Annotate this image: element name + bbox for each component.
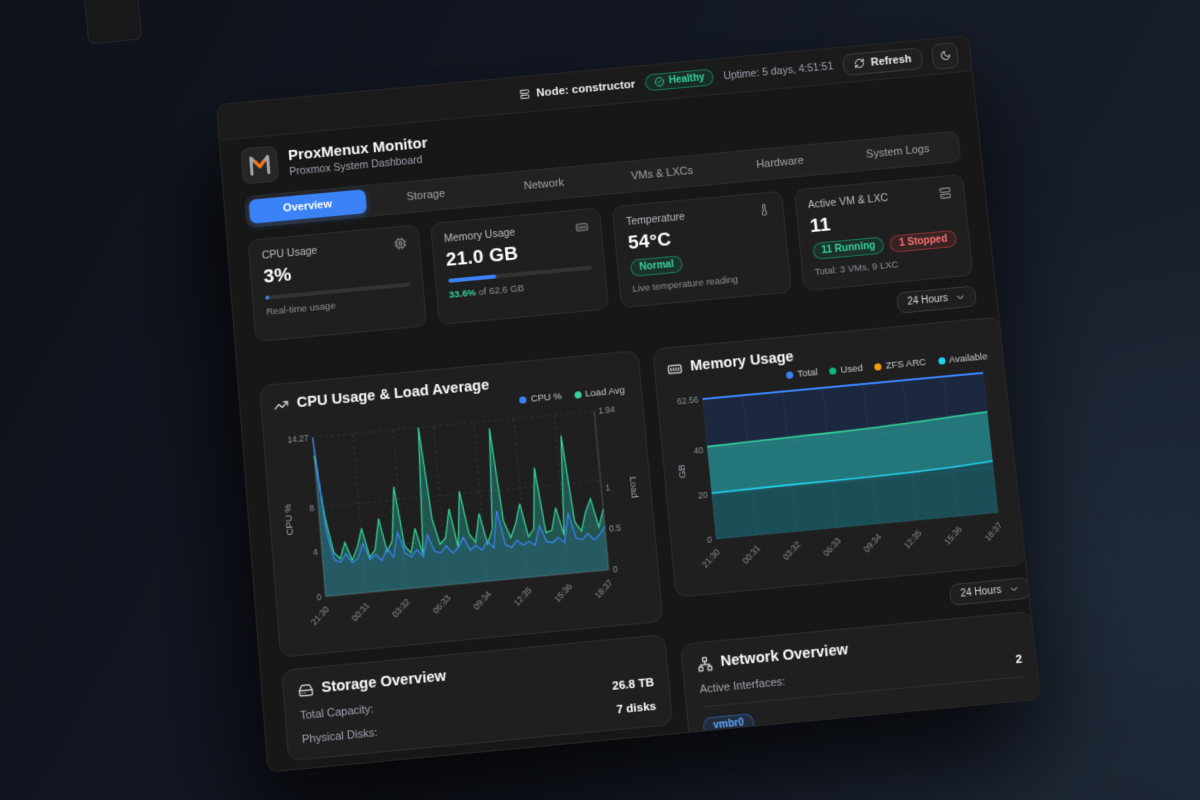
tab-system-logs[interactable]: System Logs bbox=[865, 143, 931, 161]
temperature-card: Temperature 54°C Normal Live temperature… bbox=[611, 190, 792, 309]
background-fragment bbox=[83, 0, 143, 45]
legend-dot bbox=[786, 371, 794, 379]
health-badge: Healthy bbox=[644, 68, 715, 92]
svg-text:03:32: 03:32 bbox=[781, 539, 803, 562]
memory-progress-fill bbox=[447, 274, 497, 283]
app-logo bbox=[240, 145, 280, 185]
svg-text:1.94: 1.94 bbox=[598, 404, 616, 416]
cpu-card-label: CPU Usage bbox=[261, 244, 318, 262]
vms-stopped-badge: 1 Stopped bbox=[889, 229, 958, 253]
refresh-button[interactable]: Refresh bbox=[842, 46, 924, 76]
cpu-progress-fill bbox=[265, 295, 270, 300]
memory-icon bbox=[575, 222, 588, 232]
network-overview-card: Network Overview Active Interfaces: 2 vm… bbox=[680, 610, 1041, 751]
svg-text:09:34: 09:34 bbox=[861, 531, 883, 554]
svg-text:0.5: 0.5 bbox=[609, 522, 622, 533]
node-label: Node: bbox=[535, 84, 570, 100]
svg-text:62.56: 62.56 bbox=[677, 394, 700, 406]
cpu-load-chart: 21:30 00:31 03:32 06:33 09:34 12:35 15:36 18:37… bbox=[276, 398, 650, 647]
stat-cards-row: CPU Usage 3% Real-time usage Memory Usag… bbox=[247, 173, 974, 343]
right-column: Memory Usage Total Used ZFS ARC Available 2… bbox=[652, 316, 1041, 751]
svg-text:CPU %: CPU % bbox=[282, 503, 296, 536]
tab-vms-lxcs[interactable]: VMs & LXCs bbox=[630, 164, 694, 183]
legend-item: Used bbox=[829, 363, 863, 377]
trending-up-icon bbox=[273, 396, 289, 413]
svg-text:09:34: 09:34 bbox=[471, 588, 493, 611]
svg-text:15:36: 15:36 bbox=[942, 524, 964, 547]
svg-text:06:33: 06:33 bbox=[821, 535, 843, 558]
uptime-text: Uptime: 5 days, 4:51:51 bbox=[722, 59, 834, 82]
node-indicator: Node: constructor bbox=[519, 78, 636, 100]
memory-chart-card: Memory Usage Total Used ZFS ARC Available 2… bbox=[652, 316, 1028, 598]
vms-running-badge: 11 Running bbox=[811, 236, 886, 261]
time-range-select[interactable]: 24 Hours bbox=[896, 285, 978, 314]
chevron-down-icon bbox=[1008, 583, 1020, 595]
svg-text:00:31: 00:31 bbox=[349, 600, 371, 623]
moon-icon bbox=[939, 50, 951, 62]
hard-drive-icon bbox=[298, 681, 314, 698]
network-card-title: Network Overview bbox=[719, 641, 849, 671]
vm-card-label: Active VM & LXC bbox=[807, 191, 889, 212]
network-icon bbox=[697, 655, 714, 672]
proxmenux-logo-icon bbox=[249, 155, 271, 176]
svg-text:12:35: 12:35 bbox=[511, 585, 533, 608]
svg-text:0: 0 bbox=[707, 534, 713, 545]
dashboard-window: Node: constructor Healthy Uptime: 5 days… bbox=[215, 34, 1041, 773]
memory-usage-card: Memory Usage 21.0 GB 33.6% of 62.6 GB bbox=[429, 207, 610, 326]
storage-overview-card: Storage Overview Total Capacity: 26.8 TB… bbox=[281, 633, 674, 762]
svg-text:4: 4 bbox=[313, 547, 319, 558]
memory-chart-icon bbox=[666, 360, 682, 377]
tab-overview[interactable]: Overview bbox=[248, 189, 367, 224]
active-vm-lxc-card: Active VM & LXC 11 11 Running 1 Stopped … bbox=[793, 173, 974, 292]
svg-text:GB: GB bbox=[676, 464, 688, 479]
svg-text:8: 8 bbox=[309, 502, 315, 513]
tab-hardware[interactable]: Hardware bbox=[755, 154, 805, 171]
svg-text:12:35: 12:35 bbox=[902, 527, 924, 550]
thermometer-icon bbox=[760, 203, 767, 216]
svg-text:0: 0 bbox=[612, 564, 618, 575]
left-column: CPU Usage & Load Average CPU % Load Avg 2… bbox=[258, 350, 674, 762]
svg-text:40: 40 bbox=[693, 445, 704, 456]
storage-card-title: Storage Overview bbox=[320, 668, 447, 697]
svg-text:20: 20 bbox=[698, 489, 709, 500]
svg-text:15:36: 15:36 bbox=[552, 581, 574, 604]
interface-badge: vmbr0 bbox=[702, 713, 755, 736]
svg-text:21:30: 21:30 bbox=[309, 604, 331, 627]
svg-text:06:33: 06:33 bbox=[430, 592, 452, 615]
tab-storage[interactable]: Storage bbox=[406, 187, 446, 204]
node-value: constructor bbox=[571, 78, 636, 96]
legend-dot bbox=[573, 391, 582, 399]
dark-mode-toggle[interactable] bbox=[930, 41, 960, 70]
server-stack-icon bbox=[939, 187, 952, 199]
cpu-usage-card: CPU Usage 3% Real-time usage bbox=[247, 224, 427, 343]
svg-text:18:37: 18:37 bbox=[592, 577, 614, 600]
cpu-icon bbox=[393, 237, 406, 250]
svg-text:18:37: 18:37 bbox=[982, 520, 1004, 543]
temperature-card-label: Temperature bbox=[625, 210, 686, 229]
svg-text:00:31: 00:31 bbox=[740, 543, 762, 566]
svg-text:0: 0 bbox=[316, 592, 322, 603]
legend-dot bbox=[519, 396, 528, 404]
check-circle-icon bbox=[654, 76, 666, 88]
svg-text:03:32: 03:32 bbox=[390, 596, 412, 619]
chevron-down-icon bbox=[954, 291, 966, 303]
svg-text:14.27: 14.27 bbox=[287, 433, 309, 445]
memory-card-label: Memory Usage bbox=[443, 226, 516, 245]
tab-network[interactable]: Network bbox=[523, 176, 565, 193]
svg-text:1: 1 bbox=[605, 482, 611, 493]
memory-chart: 21:30 00:31 03:32 06:33 09:34 12:35 15:36 18:37… bbox=[670, 364, 1014, 587]
server-icon bbox=[519, 88, 531, 100]
legend-dot bbox=[874, 363, 883, 371]
memory-time-range-select[interactable]: 24 Hours bbox=[949, 576, 1031, 606]
svg-text:Load: Load bbox=[627, 476, 640, 499]
temperature-status-badge: Normal bbox=[629, 255, 684, 277]
legend-dot bbox=[829, 367, 837, 375]
legend-item: Total bbox=[786, 367, 818, 381]
app-header: ProxMenux Monitor Proxmox System Dashboa… bbox=[220, 71, 978, 194]
svg-text:21:30: 21:30 bbox=[700, 546, 722, 569]
legend-dot bbox=[937, 357, 946, 365]
cpu-load-chart-card: CPU Usage & Load Average CPU % Load Avg 2… bbox=[258, 350, 664, 658]
refresh-icon bbox=[853, 57, 865, 69]
